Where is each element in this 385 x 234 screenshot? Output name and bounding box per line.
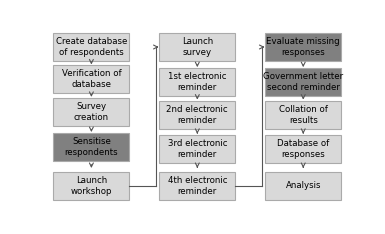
Text: Survey
creation: Survey creation bbox=[74, 102, 109, 122]
FancyBboxPatch shape bbox=[54, 133, 129, 161]
FancyBboxPatch shape bbox=[159, 135, 235, 163]
Text: 3rd electronic
reminder: 3rd electronic reminder bbox=[167, 139, 227, 159]
FancyBboxPatch shape bbox=[54, 172, 129, 200]
FancyBboxPatch shape bbox=[159, 101, 235, 128]
FancyBboxPatch shape bbox=[265, 172, 341, 200]
FancyBboxPatch shape bbox=[54, 33, 129, 61]
Text: Collation of
results: Collation of results bbox=[279, 105, 328, 125]
FancyBboxPatch shape bbox=[54, 66, 129, 93]
Text: Verification of
database: Verification of database bbox=[62, 69, 121, 89]
Text: 1st electronic
reminder: 1st electronic reminder bbox=[168, 72, 226, 92]
Text: Sensitise
respondents: Sensitise respondents bbox=[65, 137, 118, 157]
Text: Government letter
second reminder: Government letter second reminder bbox=[263, 72, 343, 92]
Text: Create database
of respondents: Create database of respondents bbox=[56, 37, 127, 57]
FancyBboxPatch shape bbox=[159, 68, 235, 96]
Text: 4th electronic
reminder: 4th electronic reminder bbox=[167, 176, 227, 196]
FancyBboxPatch shape bbox=[265, 68, 341, 96]
FancyBboxPatch shape bbox=[265, 135, 341, 163]
Text: Launch
survey: Launch survey bbox=[182, 37, 213, 57]
FancyBboxPatch shape bbox=[54, 98, 129, 126]
FancyBboxPatch shape bbox=[159, 172, 235, 200]
Text: Database of
responses: Database of responses bbox=[277, 139, 329, 159]
Text: Evaluate missing
responses: Evaluate missing responses bbox=[266, 37, 340, 57]
FancyBboxPatch shape bbox=[265, 33, 341, 61]
Text: Launch
workshop: Launch workshop bbox=[70, 176, 112, 196]
FancyBboxPatch shape bbox=[265, 101, 341, 128]
Text: 2nd electronic
reminder: 2nd electronic reminder bbox=[166, 105, 228, 125]
Text: Analysis: Analysis bbox=[286, 181, 321, 190]
FancyBboxPatch shape bbox=[159, 33, 235, 61]
